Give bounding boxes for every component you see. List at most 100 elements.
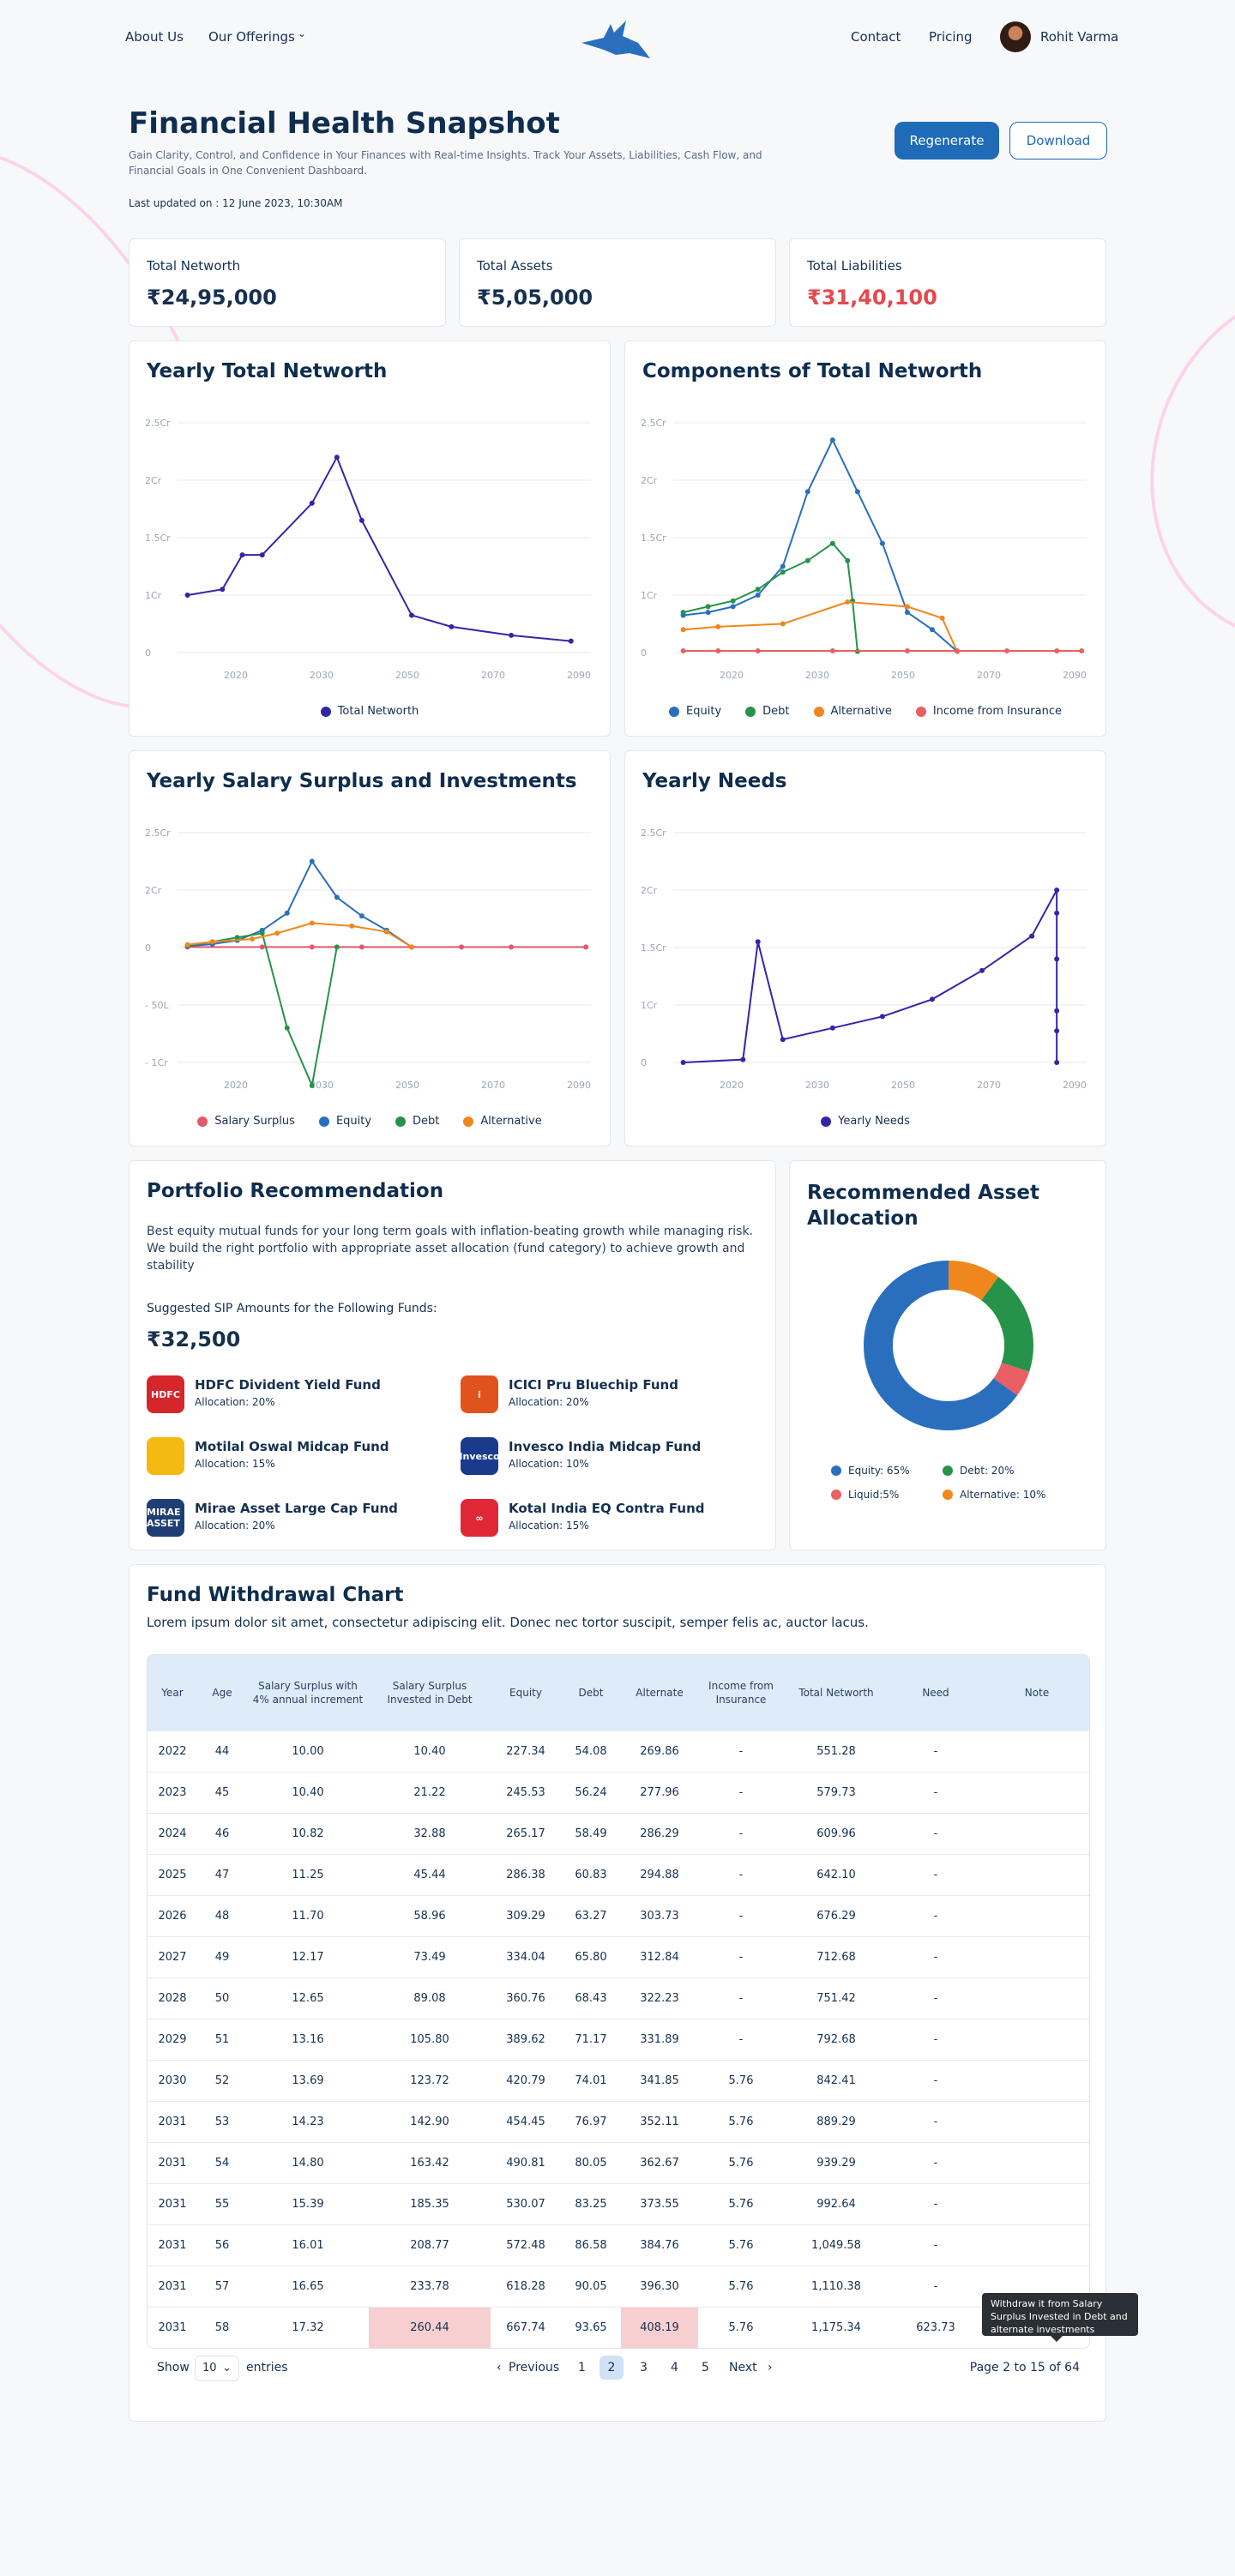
legend-item[interactable]: Equity — [318, 1115, 371, 1128]
table-cell: 322.23 — [621, 1977, 698, 2019]
data-point — [705, 610, 711, 616]
donut-slice-liquid[interactable] — [993, 1362, 1030, 1396]
fund-name: Mirae Asset Large Cap Fund — [195, 1501, 398, 1516]
table-row[interactable]: 2029 51 13.16 105.80 389.62 71.17 331.89-792.6… — [148, 2018, 1089, 2060]
fund-item[interactable]: Motilal Oswal Midcap Fund Allocation: 15… — [147, 1435, 447, 1477]
legend-item[interactable]: Equity — [669, 705, 721, 718]
nav-contact[interactable]: Contact — [851, 29, 901, 45]
table-row[interactable]: 2024 46 10.82 32.88 265.17 58.49 286.29-609.96… — [148, 1812, 1089, 1854]
column-header[interactable]: Age — [197, 1655, 247, 1730]
nav-our-offerings[interactable]: Our Offerings — [208, 29, 295, 45]
page-4[interactable]: 4 — [671, 2361, 678, 2374]
stat-card-assets: Total Assets ₹5,05,000 — [459, 238, 776, 327]
table-row[interactable]: 2023 45 10.40 21.22 245.53 56.24 277.96-579.73… — [148, 1771, 1089, 1813]
table-cell: - — [889, 2182, 983, 2224]
data-point — [309, 920, 315, 926]
page-3[interactable]: 3 — [640, 2361, 648, 2374]
table-cell: 2025 — [148, 1853, 197, 1895]
regenerate-button[interactable]: Regenerate — [895, 122, 999, 159]
chart-legend: Yearly Needs — [625, 1115, 1105, 1128]
y-tick-label: 1.5Cr — [641, 942, 666, 954]
column-header[interactable]: Salary Surplus with 4% annual increment — [247, 1655, 369, 1730]
entries-select[interactable]: 10 ⌄ — [195, 2356, 239, 2381]
table-row[interactable]: 2030 52 13.69 123.72 420.79 74.01 341.85 5.76 84… — [148, 2059, 1089, 2101]
column-header[interactable]: Income from Insurance — [698, 1655, 784, 1730]
fund-item[interactable]: i ICICI Pru Bluechip Fund Allocation: 20… — [461, 1374, 761, 1415]
legend-item[interactable]: Debt — [745, 705, 790, 718]
legend-item[interactable]: Salary Surplus — [197, 1115, 295, 1128]
table-row[interactable]: 2026 48 11.70 58.96 309.29 63.27 303.73-676.29… — [148, 1894, 1089, 1936]
legend-item[interactable]: Total Networth — [320, 705, 419, 718]
table-row[interactable]: 2031 55 15.39 185.35 530.07 83.25 373.55 5.76 99… — [148, 2182, 1089, 2224]
table-row[interactable]: 2031 53 14.23 142.90 454.45 76.97 352.11 5.76 88… — [148, 2100, 1089, 2142]
column-header[interactable]: Salary Surplus Invested in Debt — [369, 1655, 491, 1730]
previous-button[interactable]: Previous — [509, 2361, 560, 2374]
page-5[interactable]: 5 — [702, 2361, 709, 2374]
table-row[interactable]: 2027 49 12.17 73.49 334.04 65.80 312.84-712.68… — [148, 1935, 1089, 1977]
table-row[interactable]: 2031 57 16.65 233.78 618.28 90.05 396.30 5.76 1,… — [148, 2265, 1089, 2307]
table-cell: 90.05 — [561, 2265, 621, 2307]
chevron-right-icon[interactable]: › — [768, 2361, 773, 2374]
nav-pricing[interactable]: Pricing — [929, 29, 973, 45]
donut-slice-alternative[interactable] — [948, 1261, 999, 1301]
fund-item[interactable]: HDFC HDFC Divident Yield Fund Allocation… — [147, 1374, 447, 1415]
y-tick-label: 1.5Cr — [145, 533, 171, 544]
x-tick-label: 2070 — [481, 670, 505, 681]
legend-item[interactable]: Yearly Needs — [821, 1115, 910, 1128]
donut-slice-debt[interactable] — [980, 1276, 1033, 1372]
legend-item[interactable]: Alternative — [813, 705, 892, 718]
table-cell: 712.68 — [784, 1935, 889, 1977]
table-row[interactable]: 2025 47 11.25 45.44 286.38 60.83 294.88-642.10… — [148, 1853, 1089, 1895]
data-point — [358, 517, 364, 523]
x-tick-label: 2090 — [567, 670, 591, 681]
chevron-down-icon[interactable]: ⌄ — [298, 27, 307, 39]
data-point — [274, 930, 280, 936]
donut-slice-equity[interactable] — [864, 1261, 1018, 1430]
table-row[interactable]: 2031 56 16.01 208.77 572.48 86.58 384.76 5.76 1,… — [148, 2224, 1089, 2266]
legend-swatch — [943, 1466, 953, 1476]
table-row[interactable]: 2031 58 17.32 260.44 667.74 93.65 408.19 5.76 1,… — [148, 2306, 1089, 2348]
column-header[interactable]: Alternate — [621, 1655, 698, 1730]
column-header[interactable]: Total Networth — [784, 1655, 889, 1730]
legend-item[interactable]: Income from Insurance — [915, 705, 1062, 718]
fund-item[interactable]: MIRAE ASSET Mirae Asset Large Cap Fund A… — [147, 1497, 447, 1538]
table-cell: 16.01 — [247, 2224, 369, 2266]
table-row[interactable]: 2022 44 10.00 10.40 227.34 54.08 269.86-551.28… — [148, 1730, 1089, 1772]
fund-logo-icon: ∞ — [461, 1499, 498, 1537]
column-header[interactable]: Year — [148, 1655, 197, 1730]
next-button[interactable]: Next — [729, 2361, 757, 2374]
y-tick-label: 2.5Cr — [641, 828, 666, 839]
page-1[interactable]: 1 — [578, 2361, 586, 2374]
fund-item[interactable]: Invesco Invesco India Midcap Fund Alloca… — [459, 1435, 761, 1477]
column-header[interactable]: Equity — [491, 1655, 561, 1730]
nav-about-us[interactable]: About Us — [125, 29, 184, 45]
table-cell: 105.80 — [369, 2018, 491, 2060]
table-cell: - — [889, 1771, 983, 1813]
column-header[interactable]: Debt — [561, 1655, 621, 1730]
table-row[interactable]: 2031 54 14.80 163.42 490.81 80.05 362.67 5.76 93… — [148, 2141, 1089, 2183]
user-name[interactable]: Rohit Varma — [1040, 29, 1119, 45]
fund-item[interactable]: ∞ Kotal India EQ Contra Fund Allocation:… — [461, 1497, 761, 1538]
y-tick-label: 0 — [641, 1057, 647, 1068]
legend-swatch — [318, 1116, 329, 1127]
page-2-current[interactable]: 2 — [599, 2356, 624, 2380]
avatar[interactable] — [1000, 21, 1031, 52]
column-header[interactable]: Note — [983, 1655, 1089, 1730]
table-cell: 269.86 — [621, 1730, 698, 1772]
legend-item[interactable]: Debt — [395, 1115, 439, 1128]
x-tick-label: 2030 — [805, 1080, 829, 1091]
legend-item[interactable]: Alternative — [463, 1115, 542, 1128]
chevron-left-icon[interactable]: ‹ — [497, 2361, 502, 2374]
data-point — [309, 858, 315, 864]
chart-title: Yearly Needs — [642, 770, 787, 792]
table-cell: 80.05 — [561, 2141, 621, 2183]
bird-logo-icon[interactable] — [578, 12, 657, 63]
allocation-legend-item: Liquid:5% — [831, 1489, 943, 1501]
data-point — [250, 936, 256, 942]
download-button[interactable]: Download — [1009, 122, 1107, 159]
line-chart: 0 1Cr 1.5Cr 2Cr 2.5Cr 2020 2030 2050 2070 2090 — [641, 418, 1087, 681]
column-header[interactable]: Need — [889, 1655, 983, 1730]
table-row[interactable]: 2028 50 12.65 89.08 360.76 68.43 322.23-751.42… — [148, 1977, 1089, 2019]
data-point — [259, 552, 265, 558]
withdrawal-table: Year Age Salary Surplus with 4% annual inc… — [147, 1654, 1090, 2349]
